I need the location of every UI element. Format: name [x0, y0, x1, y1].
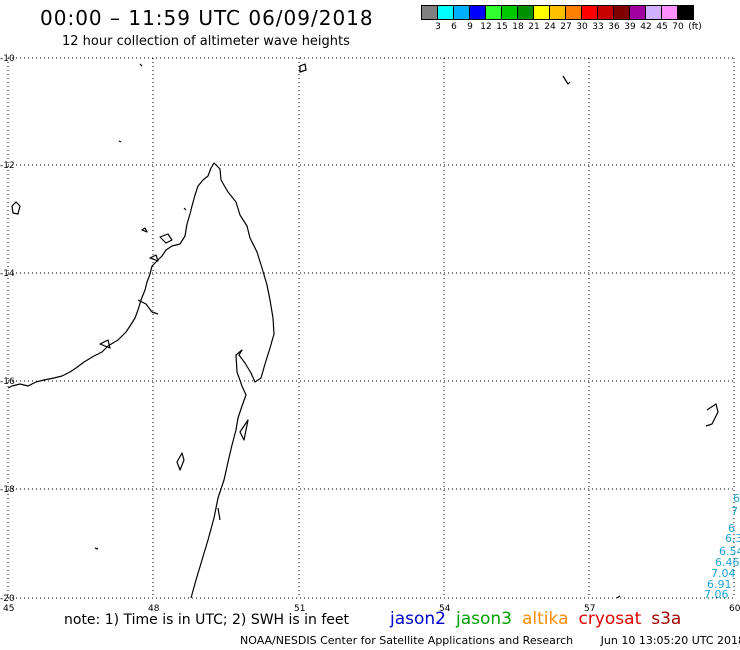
coast-islet — [99, 339, 111, 349]
legend-swatch — [677, 5, 694, 20]
satellite-s3a: s3a — [651, 609, 682, 629]
credit-source: NOAA/NESDIS Center for Satellite Applica… — [240, 634, 574, 647]
la-reunion-shadow — [705, 403, 719, 427]
legend-label: 18 — [512, 22, 524, 32]
legend-label: 12 — [480, 22, 492, 32]
nosy-be-island — [11, 201, 21, 215]
latitude-labels: -10 -12 -14 -16 -18 -20 — [0, 54, 15, 604]
longitude-tick-label: 54 — [439, 604, 451, 614]
legend-label: 6 — [451, 22, 457, 32]
map-frame — [8, 58, 734, 598]
graticule — [7, 57, 735, 599]
latitude-tick-label: -14 — [0, 269, 15, 279]
legend-swatches — [421, 5, 694, 20]
west-islet — [137, 299, 159, 315]
swh-reading: 6.91 — [707, 578, 732, 591]
legend-label: 3 — [435, 22, 441, 32]
map-title: 00:00 – 11:59 UTC 06/09/2018 — [40, 6, 374, 30]
legend-label: 15 — [496, 22, 508, 32]
legend-labels: 3 6 9 12 15 18 21 24 27 30 33 36 39 42 45 70 (ft) — [421, 22, 702, 36]
sainte-marie-islet — [239, 419, 249, 441]
color-legend: 3 6 9 12 15 18 21 24 27 30 33 36 39 42 45 70 (ft) — [421, 5, 702, 36]
satellite-jason2: jason2 — [390, 609, 446, 629]
coastlines — [7, 63, 719, 599]
small-island — [183, 207, 187, 211]
legend-label: (ft) — [688, 22, 702, 32]
legend-label: 21 — [528, 22, 540, 32]
longitude-labels: 45 48 51 54 57 60 — [3, 604, 740, 614]
footer-note: note: 1) Time is in UTC; 2) SWH is in fe… — [64, 612, 350, 628]
legend-label: 33 — [592, 22, 604, 32]
longitude-tick-label: 45 — [3, 604, 14, 614]
legend-label: 9 — [467, 22, 473, 32]
credit-timestamp: Jun 10 13:05:20 UTC 2018 — [600, 634, 740, 647]
southeast-islet — [616, 595, 621, 599]
latitude-tick-label: -18 — [0, 485, 15, 495]
madagascar-coastline — [190, 162, 275, 599]
swh-reading: 7.06 — [704, 588, 729, 601]
bay-islet — [159, 233, 173, 244]
satellite-legend: jason2 jason3 altika cryosat s3a — [390, 609, 691, 629]
map-subtitle: 12 hour collection of altimeter wave hei… — [62, 34, 350, 49]
satellite-altika: altika — [522, 609, 569, 629]
swh-reading: 6.46 — [715, 556, 740, 569]
swh-reading: 6 — [733, 492, 740, 505]
swh-reading: 7 — [731, 505, 738, 518]
latitude-tick-label: -10 — [0, 54, 15, 64]
legend-label: 24 — [544, 22, 556, 32]
southern-islet — [176, 452, 185, 471]
longitude-tick-label: 48 — [148, 604, 160, 614]
latitude-tick-label: -20 — [0, 594, 15, 604]
footer-credit: NOAA/NESDIS Center for Satellite Applica… — [240, 634, 740, 647]
agalega-islet — [299, 63, 307, 73]
swh-reading: 6 — [728, 522, 735, 535]
legend-label: 36 — [608, 22, 620, 32]
legend-label: 45 — [656, 22, 668, 32]
longitude-tick-label: 57 — [584, 604, 595, 614]
legend-label: 39 — [624, 22, 636, 32]
tromelin-islet — [118, 140, 122, 143]
longitude-tick-label: 51 — [294, 604, 305, 614]
legend-label: 27 — [560, 22, 572, 32]
europa-islet — [94, 547, 99, 550]
satellite-jason3: jason3 — [456, 609, 512, 629]
madagascar-northwest-coast — [7, 167, 212, 389]
satellite-cryosat: cryosat — [578, 609, 642, 629]
latitude-tick-label: -16 — [0, 377, 15, 387]
longitude-tick-label: 60 — [729, 604, 740, 614]
delta-islet — [217, 507, 221, 521]
latitude-tick-label: -12 — [0, 161, 15, 171]
swh-reading: 6.54 — [719, 545, 740, 558]
reef-islet — [141, 227, 148, 233]
inlet-islet — [149, 254, 159, 262]
legend-label: 42 — [640, 22, 652, 32]
swh-reading: 6.3 — [725, 532, 740, 545]
swh-reading: 7.04 — [711, 567, 736, 580]
cargados-islet — [562, 75, 571, 85]
north-islet — [139, 63, 143, 67]
legend-label: 30 — [576, 22, 588, 32]
legend-label: 70 — [672, 22, 684, 32]
